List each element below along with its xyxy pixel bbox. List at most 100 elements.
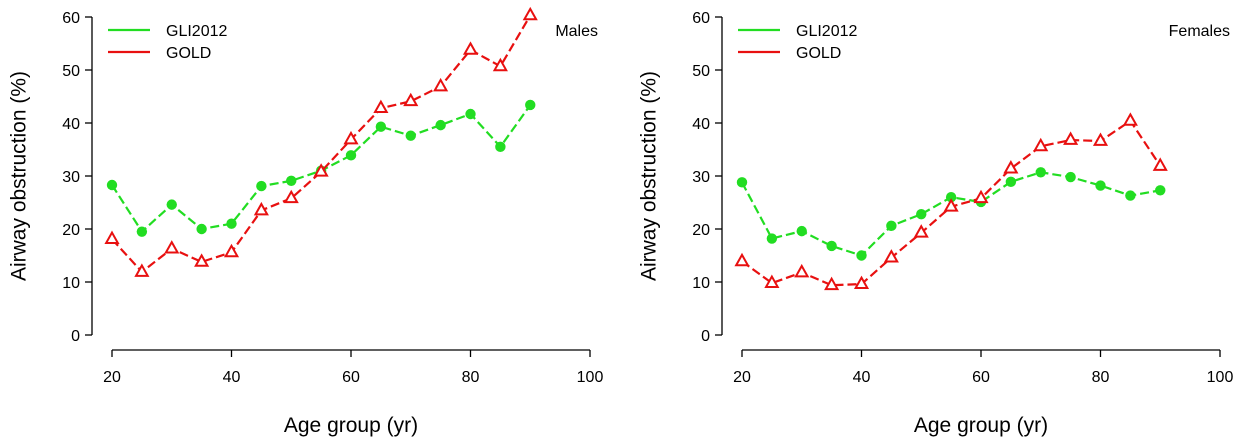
y-tick-label: 30 [692, 169, 710, 186]
y-tick-label: 60 [62, 10, 80, 27]
series-gold [734, 112, 1168, 291]
y-tick-label: 10 [692, 275, 710, 292]
x-tick-label: 60 [972, 369, 990, 386]
data-point-gold [1152, 157, 1168, 171]
data-point-gold [1003, 160, 1019, 174]
panel-label-females: Females [1169, 23, 1230, 40]
y-tick-label: 10 [62, 275, 80, 292]
data-point-gli2012 [375, 121, 387, 132]
legend-label-gold: GOLD [166, 45, 211, 62]
legend: GLI2012 GOLD [738, 23, 857, 62]
x-tick-label: 60 [342, 369, 360, 386]
data-point-gold [943, 198, 959, 212]
data-point-gold [194, 253, 210, 267]
series-gli2012 [736, 167, 1166, 261]
x-tick-label: 20 [103, 369, 121, 386]
data-point-gold [1122, 112, 1138, 126]
data-point-gold [462, 41, 479, 55]
data-point-gold [492, 57, 508, 72]
x-tick-label: 80 [462, 369, 480, 386]
data-point-gli2012 [465, 108, 476, 120]
data-point-gold [373, 99, 389, 114]
data-point-gold [883, 249, 899, 263]
chart-panel-females: 0 10 20 30 40 50 60 20 40 60 80 100 Age group (yr) Ai… [638, 10, 1234, 437]
data-point-gold [853, 275, 870, 290]
data-point-gold [794, 263, 810, 278]
y-tick-label: 0 [71, 328, 80, 345]
x-axis-label: Age group (yr) [284, 414, 418, 437]
x-tick-label: 100 [1207, 369, 1234, 386]
data-point-gold [433, 77, 449, 92]
x-tick-label: 100 [577, 369, 604, 386]
x-axis-label: Age group (yr) [914, 414, 1048, 437]
y-tick-label: 30 [62, 169, 80, 186]
data-point-gli2012 [945, 192, 957, 203]
data-point-gli2012 [435, 119, 446, 131]
data-point-gli2012 [796, 225, 807, 237]
y-tick-label: 40 [62, 116, 80, 133]
data-point-gli2012 [136, 226, 148, 237]
data-point-gli2012 [256, 180, 267, 192]
data-point-gli2012 [106, 179, 118, 191]
data-point-gold [403, 92, 419, 107]
data-point-gold [913, 224, 929, 238]
data-point-gold [343, 130, 359, 145]
data-point-gold [1092, 132, 1109, 146]
data-point-gold [104, 230, 120, 244]
data-point-gold [764, 274, 780, 288]
panel-label-males: Males [555, 23, 598, 40]
series-gold [104, 6, 538, 277]
y-tick-label: 0 [701, 328, 710, 345]
x-tick-label: 20 [733, 369, 751, 386]
data-point-gli2012 [345, 150, 357, 161]
x-tick-label: 40 [223, 369, 241, 386]
y-tick-label: 50 [692, 63, 710, 80]
data-point-gold [223, 243, 240, 258]
legend-label-gold: GOLD [796, 45, 841, 62]
data-point-gold [164, 240, 180, 254]
y-tick-label: 20 [62, 222, 80, 239]
data-point-gli2012 [1005, 176, 1017, 188]
data-point-gli2012 [766, 233, 778, 244]
data-point-gold [313, 163, 329, 177]
data-point-gli2012 [826, 240, 837, 252]
data-point-gold [253, 201, 269, 216]
data-point-gli2012 [286, 175, 297, 186]
x-tick-label: 40 [853, 369, 871, 386]
data-point-gli2012 [886, 220, 897, 232]
data-point-gold [1063, 131, 1079, 145]
legend-label-gli2012: GLI2012 [796, 23, 857, 40]
data-point-gli2012 [226, 218, 237, 229]
legend: GLI2012 GOLD [108, 23, 227, 62]
y-tick-label: 50 [62, 63, 80, 80]
data-point-gold [734, 252, 750, 267]
data-point-gold [973, 189, 989, 204]
data-point-gli2012 [736, 177, 748, 188]
data-point-gold [824, 276, 840, 291]
data-point-gli2012 [916, 208, 927, 220]
data-point-gold [522, 6, 538, 21]
data-point-gli2012 [1125, 190, 1136, 201]
y-tick-label: 40 [692, 116, 710, 133]
data-point-gli2012 [196, 223, 207, 235]
data-point-gli2012 [1065, 171, 1076, 183]
data-point-gold [134, 263, 150, 277]
x-tick-label: 80 [1092, 369, 1110, 386]
data-point-gli2012 [166, 199, 177, 210]
data-point-gli2012 [495, 141, 506, 153]
legend-label-gli2012: GLI2012 [166, 23, 227, 40]
y-axis-label: Airway obstruction (%) [8, 71, 31, 281]
data-point-gli2012 [1155, 185, 1166, 196]
data-point-gli2012 [1095, 180, 1106, 191]
y-tick-label: 60 [692, 10, 710, 27]
y-axis-label: Airway obstruction (%) [638, 71, 661, 281]
data-point-gli2012 [405, 130, 416, 141]
data-point-gli2012 [856, 250, 867, 261]
data-point-gli2012 [525, 99, 536, 111]
data-point-gli2012 [1035, 167, 1046, 178]
y-tick-label: 20 [692, 222, 710, 239]
data-point-gold [1033, 137, 1049, 152]
data-point-gold [283, 189, 299, 204]
